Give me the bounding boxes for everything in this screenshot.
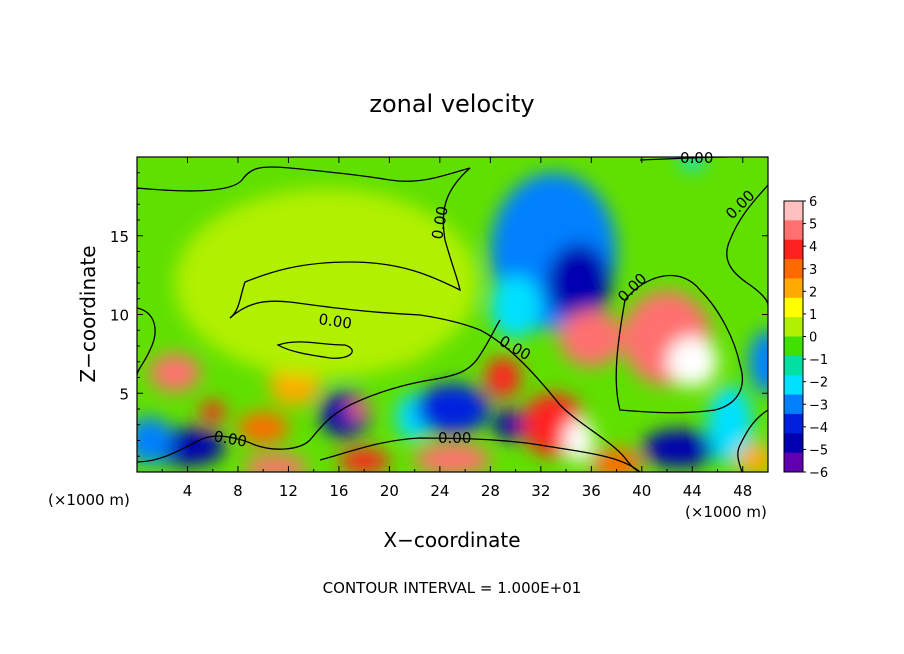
contour-label: 0.00 xyxy=(438,429,471,447)
field-blob xyxy=(563,418,594,463)
contour-line xyxy=(137,307,156,376)
field-blob xyxy=(641,429,718,468)
colorbar-swatch xyxy=(784,220,803,241)
contour-line xyxy=(737,409,768,472)
contour-line xyxy=(726,184,768,306)
x-tick-label: 32 xyxy=(531,482,550,500)
field-blob xyxy=(149,353,201,392)
colorbar-swatch xyxy=(784,317,803,337)
x-axis: 4 8 12 16 20 24 28 32 36 40 44 48 xyxy=(161,157,752,500)
field-blob xyxy=(494,409,525,441)
zero-contours xyxy=(137,157,768,472)
colorbar-swatch xyxy=(784,433,803,454)
contour-line xyxy=(137,166,471,192)
field-blob xyxy=(749,330,768,394)
contour-label: 0.00 xyxy=(317,310,353,332)
field-blob xyxy=(244,454,308,472)
field-blob xyxy=(490,275,541,339)
chart-title: zonal velocity xyxy=(369,90,534,118)
contour-line xyxy=(137,319,501,463)
field-blob xyxy=(679,157,705,170)
x-unit-left: (×1000 m) xyxy=(48,491,130,509)
y-tick-label: 15 xyxy=(110,228,129,246)
y-axis-label: Z−coordinate xyxy=(76,245,100,382)
field-blob xyxy=(200,401,226,424)
x-tick-label: 48 xyxy=(733,482,752,500)
colorbar-label: −2 xyxy=(809,376,828,391)
field-blob xyxy=(414,443,491,472)
field-blob xyxy=(485,357,521,398)
contour-label: 0.00 xyxy=(680,149,713,167)
y-tick-label: 5 xyxy=(119,385,129,403)
x-tick-label: 4 xyxy=(183,482,193,500)
colorbar-label: −4 xyxy=(809,421,828,436)
colorbar-label: −6 xyxy=(809,466,828,481)
x-tick-label: 44 xyxy=(683,482,702,500)
field-blob xyxy=(667,336,718,387)
colorbar-swatch xyxy=(784,278,803,299)
field-blob xyxy=(174,188,478,378)
colorbar-swatch xyxy=(784,297,803,318)
colorbar-swatch xyxy=(784,259,803,279)
field-blob xyxy=(338,448,390,472)
colorbar-label: 4 xyxy=(809,240,817,255)
colorbar-swatch xyxy=(784,201,803,221)
y-tick-label: 10 xyxy=(110,307,129,325)
colorbar-label: 0 xyxy=(809,331,817,346)
field-blob xyxy=(707,385,753,465)
x-tick-label: 16 xyxy=(329,482,348,500)
contour-line xyxy=(229,300,641,472)
x-unit-right: (×1000 m) xyxy=(685,503,767,521)
field-blob xyxy=(547,243,611,323)
contour-line xyxy=(229,167,471,319)
colorbar-label: −1 xyxy=(809,353,828,368)
contour-line xyxy=(319,437,641,472)
x-tick-label: 36 xyxy=(582,482,601,500)
colorbar-label: 1 xyxy=(809,308,817,323)
colorbar-swatch xyxy=(784,355,803,376)
colorbar-label: 6 xyxy=(809,195,817,210)
contour-line xyxy=(276,341,353,359)
field-blob xyxy=(736,443,768,472)
x-tick-label: 40 xyxy=(632,482,651,500)
field-blob xyxy=(137,416,173,465)
contour-label: 0.00 xyxy=(428,205,452,241)
x-tick-label: 8 xyxy=(233,482,243,500)
contour-label: 0.00 xyxy=(212,427,248,451)
colorbar-label: 5 xyxy=(809,218,817,233)
field-blob xyxy=(414,383,491,435)
x-tick-label: 28 xyxy=(481,482,500,500)
field-blob xyxy=(591,448,642,472)
colorbar-swatch xyxy=(784,394,803,415)
x-axis-label: X−coordinate xyxy=(383,528,520,552)
field-blob xyxy=(559,309,623,367)
x-tick-label: 12 xyxy=(279,482,298,500)
x-tick-label: 20 xyxy=(380,482,399,500)
field-blob xyxy=(347,399,368,419)
colorbar-swatch xyxy=(784,336,803,357)
colorbar-swatch xyxy=(784,239,803,260)
colorbar-label: 2 xyxy=(809,285,817,300)
x-tick-label: 24 xyxy=(430,482,449,500)
velocity-field xyxy=(137,157,768,472)
colorbar-swatch xyxy=(784,413,803,434)
field-blob xyxy=(237,412,289,444)
contour-interval-note: CONTOUR INTERVAL = 1.000E+01 xyxy=(323,579,582,597)
colorbar-swatch xyxy=(784,375,803,396)
colorbar-label: −3 xyxy=(809,398,828,413)
colorbar-label: −5 xyxy=(809,443,828,458)
colorbar-label: 3 xyxy=(809,263,817,278)
colorbar-swatch xyxy=(784,452,803,473)
contour-line xyxy=(615,274,744,414)
colorbar: 6 5 4 3 2 1 0 −1 −2 −3 −4 −5 −6 xyxy=(783,195,828,481)
y-axis: 5 10 15 xyxy=(110,172,768,457)
